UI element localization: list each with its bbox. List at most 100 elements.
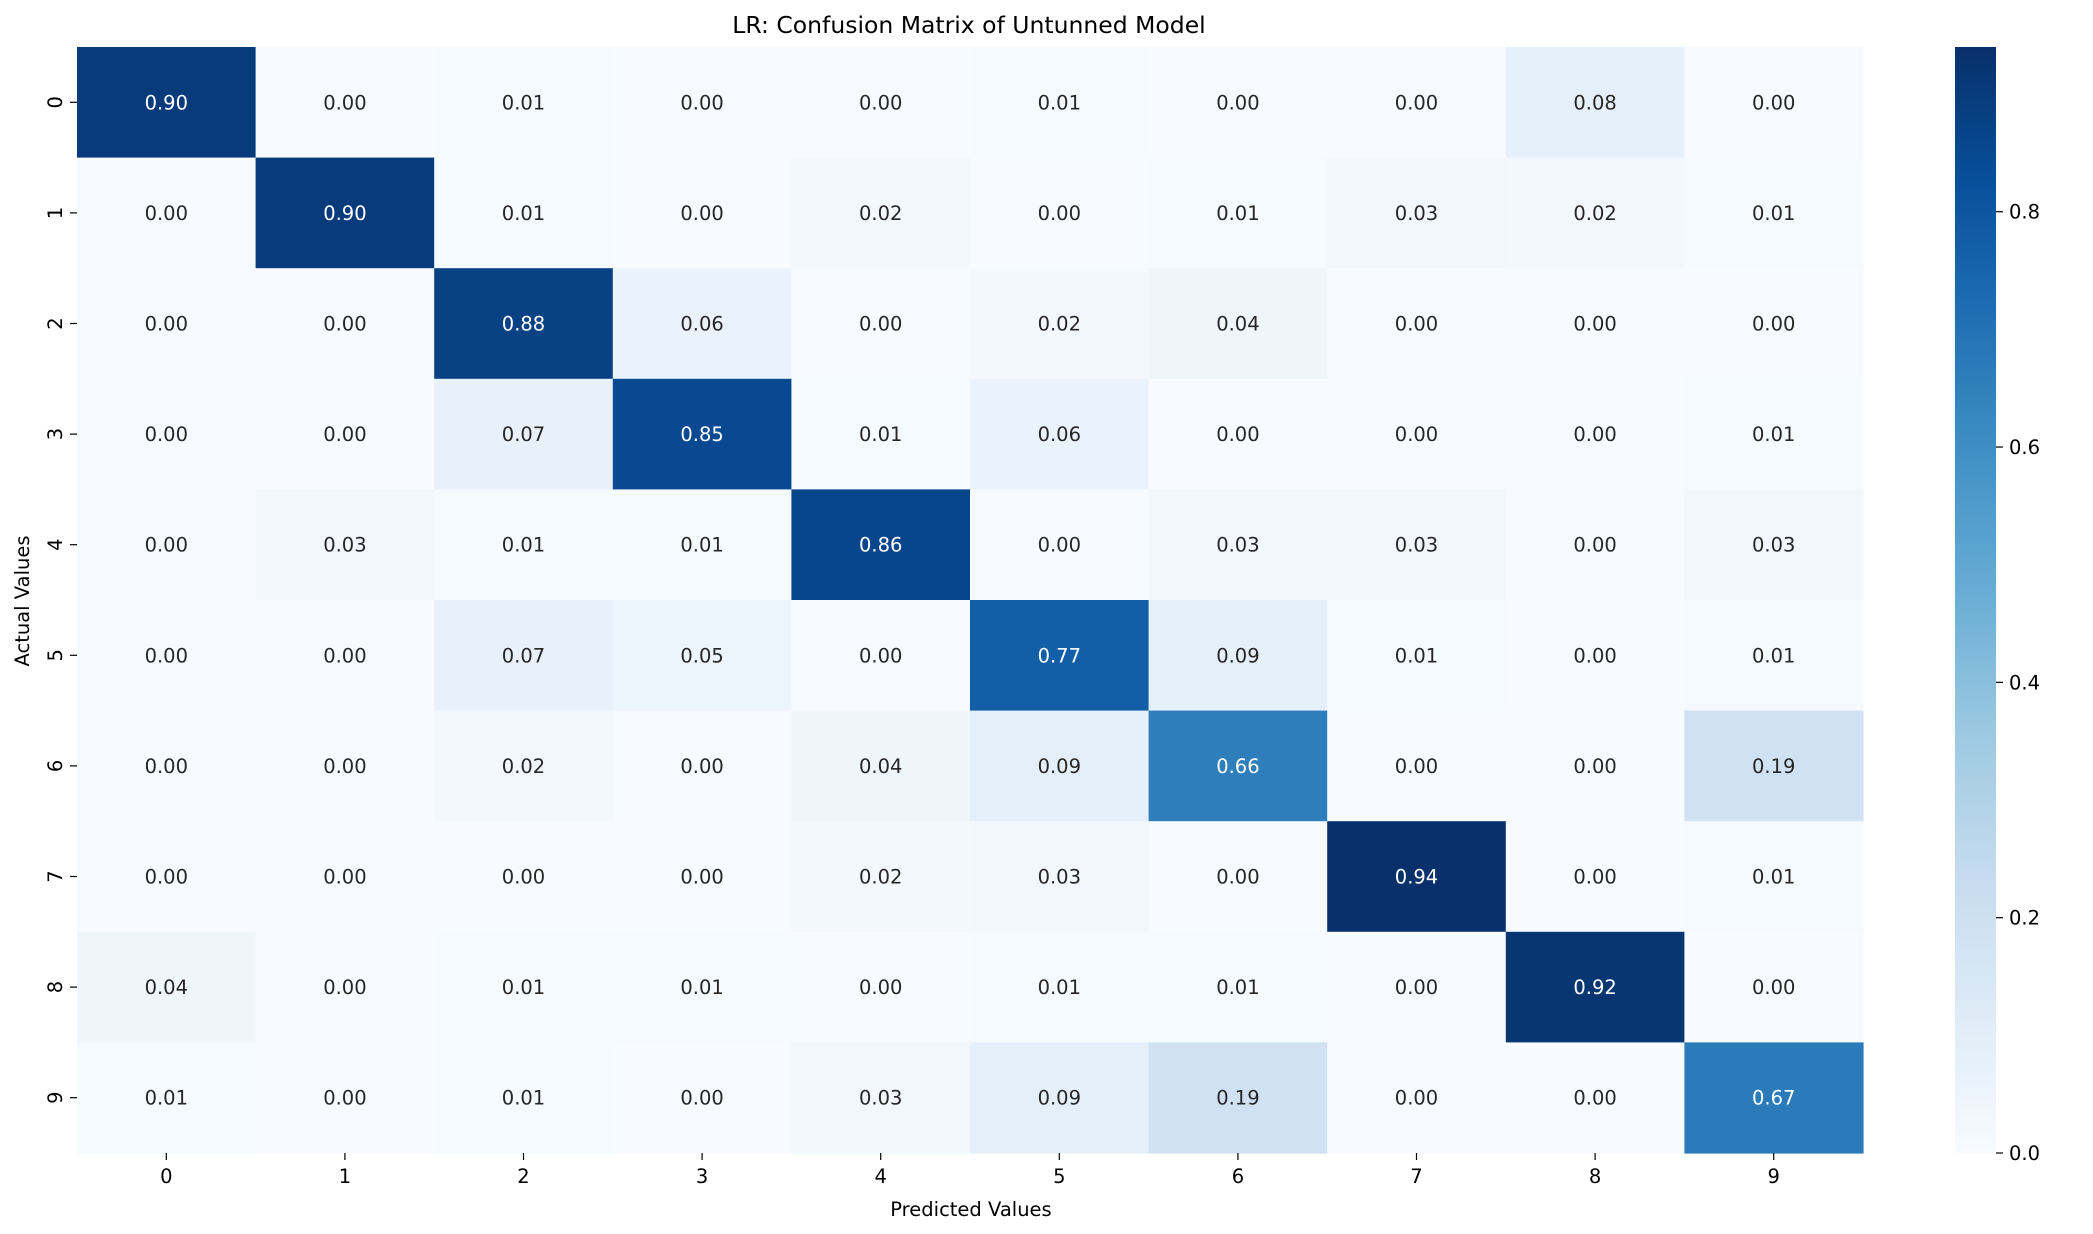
cell-value-label: 0.01 <box>1395 644 1438 667</box>
y-tick-label: 4 <box>44 538 67 550</box>
cell-value-label: 0.00 <box>1573 313 1616 336</box>
heatmap-cell-r6-c6 <box>1148 710 1328 822</box>
heatmap-cell-r9-c9 <box>1684 1042 1864 1154</box>
heatmap-cell-r8-c1 <box>255 931 435 1043</box>
y-tick-label: 7 <box>44 870 67 882</box>
cell-value-label: 0.77 <box>1038 644 1081 667</box>
cell-value-label: 0.00 <box>1395 755 1438 778</box>
cell-value-label: 0.00 <box>323 1087 366 1110</box>
heatmap-cell-r2-c4 <box>791 268 971 380</box>
heatmap-cell-r7-c3 <box>612 821 792 933</box>
heatmap-cell-r9-c5 <box>970 1042 1150 1154</box>
heatmap-cell-r5-c0 <box>77 600 257 712</box>
cell-value-label: 0.00 <box>1573 423 1616 446</box>
cell-value-label: 0.86 <box>859 534 902 557</box>
heatmap-cell-r0-c0 <box>77 47 257 159</box>
cell-value-label: 0.00 <box>145 202 188 225</box>
cell-value-label: 0.00 <box>1395 976 1438 999</box>
cell-value-label: 0.90 <box>145 91 188 114</box>
heatmap-cell-r6-c4 <box>791 710 971 822</box>
heatmap-cell-r4-c4 <box>791 489 971 601</box>
heatmap-cell-r8-c0 <box>77 931 257 1043</box>
heatmap-cell-r9-c7 <box>1327 1042 1507 1154</box>
cell-value-label: 0.00 <box>145 866 188 889</box>
cell-value-label: 0.01 <box>502 202 545 225</box>
cell-value-label: 0.94 <box>1395 866 1438 889</box>
heatmap-cell-r9-c6 <box>1148 1042 1328 1154</box>
heatmap-cell-r3-c2 <box>434 378 614 490</box>
heatmap-cell-r4-c9 <box>1684 489 1864 601</box>
cell-value-label: 0.00 <box>1395 91 1438 114</box>
x-tick-label: 2 <box>517 1165 529 1188</box>
heatmap-cell-r2-c6 <box>1148 268 1328 380</box>
heatmap-cell-r2-c3 <box>612 268 792 380</box>
heatmap-cell-r4-c8 <box>1505 489 1685 601</box>
x-tick-label: 1 <box>339 1165 351 1188</box>
heatmap-cell-r4-c6 <box>1148 489 1328 601</box>
y-tick-label: 1 <box>44 207 67 219</box>
cell-value-label: 0.03 <box>1752 534 1795 557</box>
cell-value-label: 0.67 <box>1752 1087 1795 1110</box>
cell-value-label: 0.00 <box>1216 866 1259 889</box>
heatmap-cell-r3-c9 <box>1684 378 1864 490</box>
y-tick-label: 0 <box>44 96 67 108</box>
x-tick-label: 8 <box>1589 1165 1601 1188</box>
heatmap-cell-r3-c7 <box>1327 378 1507 490</box>
heatmap-cell-r4-c5 <box>970 489 1150 601</box>
heatmap-cell-r9-c1 <box>255 1042 435 1154</box>
heatmap-cell-r5-c5 <box>970 600 1150 712</box>
cell-value-label: 0.00 <box>145 534 188 557</box>
cell-value-label: 0.00 <box>145 313 188 336</box>
y-tick-label: 6 <box>44 760 67 772</box>
heatmap-cell-r2-c1 <box>255 268 435 380</box>
heatmap-cell-r9-c0 <box>77 1042 257 1154</box>
heatmap-cell-r0-c5 <box>970 47 1150 159</box>
cell-value-label: 0.00 <box>145 755 188 778</box>
heatmap-cell-r4-c0 <box>77 489 257 601</box>
heatmap-cell-r0-c2 <box>434 47 614 159</box>
heatmap-cell-r1-c6 <box>1148 157 1328 269</box>
cell-value-label: 0.09 <box>1038 755 1081 778</box>
cell-value-label: 0.00 <box>1216 91 1259 114</box>
heatmap-cell-r2-c5 <box>970 268 1150 380</box>
cell-value-label: 0.01 <box>1216 202 1259 225</box>
heatmap-cell-r1-c9 <box>1684 157 1864 269</box>
cell-value-label: 0.01 <box>145 1087 188 1110</box>
cell-value-label: 0.02 <box>859 866 902 889</box>
heatmap-cell-r7-c4 <box>791 821 971 933</box>
y-axis: 0 1 2 3 4 5 6 7 8 9 <box>44 96 77 1104</box>
heatmap-cell-r3-c3 <box>612 378 792 490</box>
cell-value-label: 0.00 <box>680 91 723 114</box>
cell-value-label: 0.04 <box>1216 313 1259 336</box>
cell-value-label: 0.01 <box>859 423 902 446</box>
cell-value-label: 0.09 <box>1038 1087 1081 1110</box>
cell-value-label: 0.01 <box>502 1087 545 1110</box>
cell-value-label: 0.00 <box>1573 1087 1616 1110</box>
cell-value-label: 0.01 <box>1038 91 1081 114</box>
heatmap-cell-r2-c2 <box>434 268 614 380</box>
heatmap-cell-r0-c6 <box>1148 47 1328 159</box>
cell-value-label: 0.00 <box>323 866 366 889</box>
cell-value-label: 0.01 <box>1752 202 1795 225</box>
cell-value-label: 0.00 <box>323 423 366 446</box>
heatmap-cell-r1-c3 <box>612 157 792 269</box>
cell-value-label: 0.03 <box>323 534 366 557</box>
heatmap-cell-r1-c8 <box>1505 157 1685 269</box>
cell-value-label: 0.00 <box>1752 976 1795 999</box>
cell-value-label: 0.85 <box>680 423 723 446</box>
cell-value-label: 0.00 <box>323 313 366 336</box>
heatmap-cell-r7-c8 <box>1505 821 1685 933</box>
cell-value-label: 0.00 <box>1752 313 1795 336</box>
y-tick-label: 9 <box>44 1091 67 1103</box>
cell-value-label: 0.00 <box>1038 534 1081 557</box>
cell-value-label: 0.01 <box>502 976 545 999</box>
heatmap-cell-r4-c3 <box>612 489 792 601</box>
heatmap-cell-r6-c5 <box>970 710 1150 822</box>
y-tick-label: 5 <box>44 649 67 661</box>
heatmap-grid: 0.90 0.00 0.01 0.00 0.00 0.01 0.00 0.00 0.08 0.00… <box>77 47 1864 1154</box>
cell-value-label: 0.09 <box>1216 644 1259 667</box>
colorbar-tick-label: 0.8 <box>2009 201 2040 224</box>
cell-value-label: 0.01 <box>680 534 723 557</box>
heatmap-cell-r9-c2 <box>434 1042 614 1154</box>
cell-value-label: 0.04 <box>859 755 902 778</box>
